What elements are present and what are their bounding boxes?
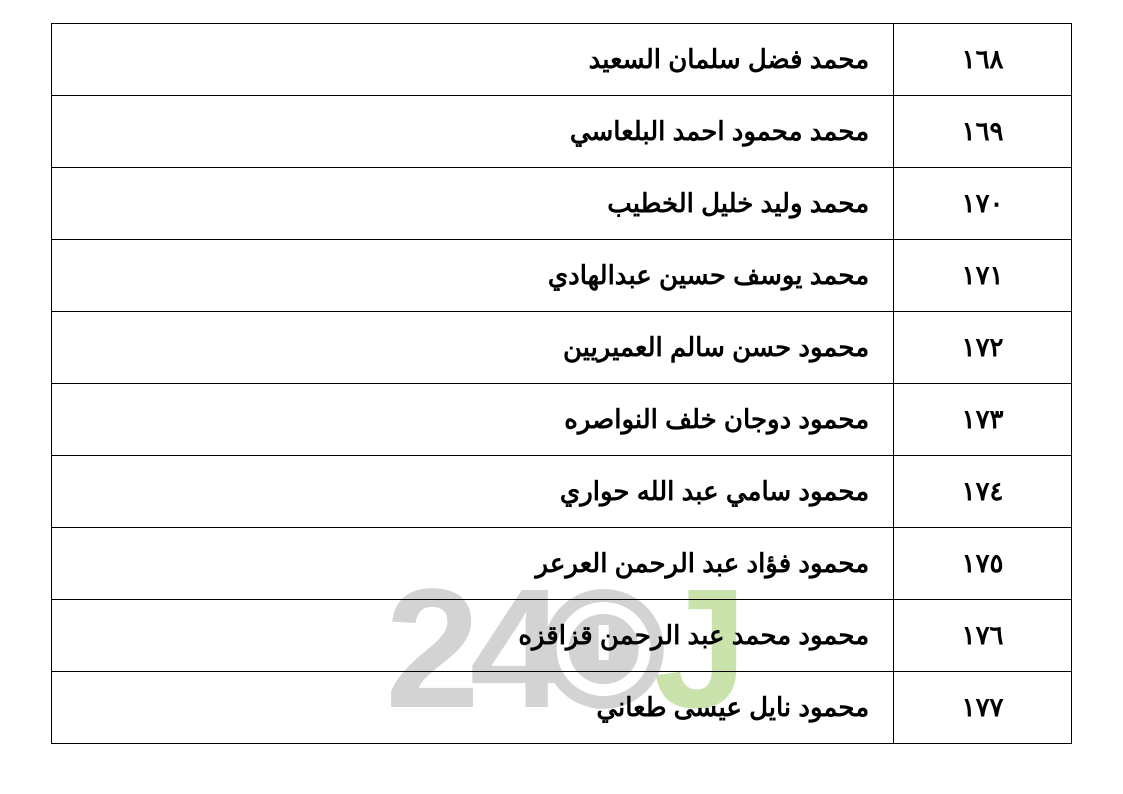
table-row: ١٧١ محمد يوسف حسين عبدالهادي [52, 240, 1072, 312]
table-body: ١٦٨ محمد فضل سلمان السعيد ١٦٩ محمد محمود… [52, 24, 1072, 744]
name-cell: محمود سامي عبد الله حواري [52, 456, 894, 528]
table-row: ١٧٦ محمود محمد عبد الرحمن قزاقزه [52, 600, 1072, 672]
table-row: ١٧٢ محمود حسن سالم العميريين [52, 312, 1072, 384]
name-cell: محمود دوجان خلف النواصره [52, 384, 894, 456]
index-cell: ١٧٥ [894, 528, 1072, 600]
names-table-container: ١٦٨ محمد فضل سلمان السعيد ١٦٩ محمد محمود… [51, 23, 1072, 744]
name-cell: محمود حسن سالم العميريين [52, 312, 894, 384]
name-cell: محمد وليد خليل الخطيب [52, 168, 894, 240]
name-cell: محمود نايل عيسى طعاني [52, 672, 894, 744]
index-cell: ١٧٦ [894, 600, 1072, 672]
names-table: ١٦٨ محمد فضل سلمان السعيد ١٦٩ محمد محمود… [51, 23, 1072, 744]
table-row: ١٦٨ محمد فضل سلمان السعيد [52, 24, 1072, 96]
index-cell: ١٧٠ [894, 168, 1072, 240]
index-cell: ١٧٧ [894, 672, 1072, 744]
table-row: ١٧٠ محمد وليد خليل الخطيب [52, 168, 1072, 240]
name-cell: محمد يوسف حسين عبدالهادي [52, 240, 894, 312]
index-cell: ١٦٩ [894, 96, 1072, 168]
name-cell: محمد فضل سلمان السعيد [52, 24, 894, 96]
table-row: ١٧٧ محمود نايل عيسى طعاني [52, 672, 1072, 744]
name-cell: محمود محمد عبد الرحمن قزاقزه [52, 600, 894, 672]
table-row: ١٧٥ محمود فؤاد عبد الرحمن العرعر [52, 528, 1072, 600]
name-cell: محمود فؤاد عبد الرحمن العرعر [52, 528, 894, 600]
index-cell: ١٧٤ [894, 456, 1072, 528]
index-cell: ١٧١ [894, 240, 1072, 312]
index-cell: ١٦٨ [894, 24, 1072, 96]
table-row: ١٦٩ محمد محمود احمد البلعاسي [52, 96, 1072, 168]
index-cell: ١٧٢ [894, 312, 1072, 384]
name-cell: محمد محمود احمد البلعاسي [52, 96, 894, 168]
table-row: ١٧٣ محمود دوجان خلف النواصره [52, 384, 1072, 456]
index-cell: ١٧٣ [894, 384, 1072, 456]
table-row: ١٧٤ محمود سامي عبد الله حواري [52, 456, 1072, 528]
